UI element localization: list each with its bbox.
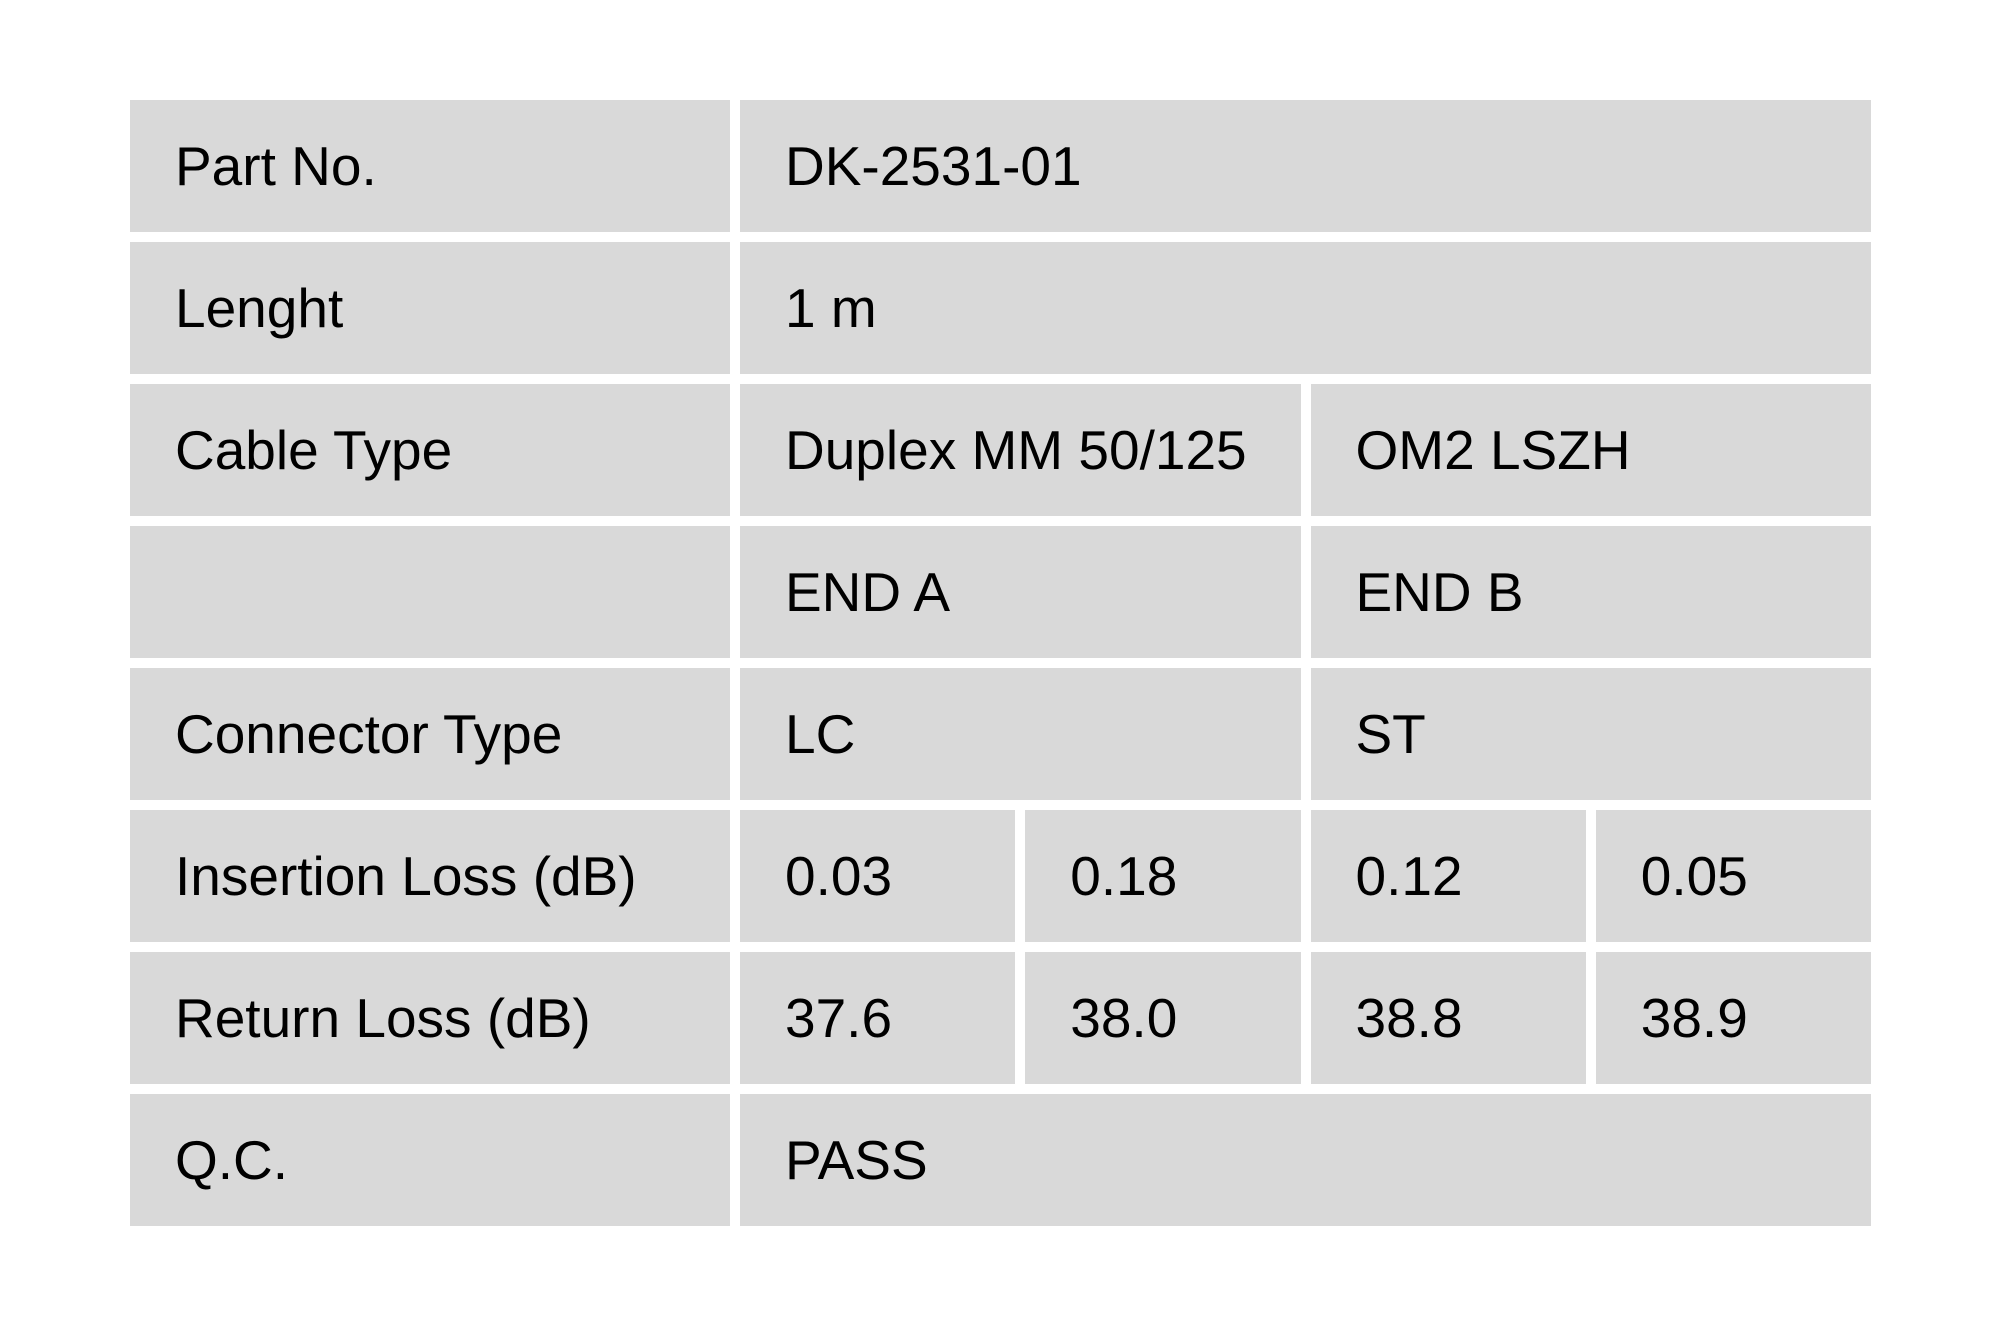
value-cell: 0.05	[1595, 810, 1871, 942]
row-label-cell: Part No.	[130, 100, 730, 232]
row-label-cell: Q.C.	[130, 1094, 730, 1226]
value-cell: END B	[1310, 526, 1871, 658]
value-cell: PASS	[740, 1094, 1871, 1226]
row-label-cell: Connector Type	[130, 668, 730, 800]
value-cell: ST	[1310, 668, 1871, 800]
row-label-cell: Lenght	[130, 242, 730, 374]
value-cell: 0.12	[1310, 810, 1586, 942]
value-cell: OM2 LSZH	[1310, 384, 1871, 516]
value-cell: 0.03	[740, 810, 1016, 942]
value-cell: LC	[740, 668, 1301, 800]
value-cell: 37.6	[740, 952, 1016, 1084]
row-label-cell	[130, 526, 730, 658]
value-cell: 1 m	[740, 242, 1871, 374]
value-cell: Duplex MM 50/125	[740, 384, 1301, 516]
value-cell: END A	[740, 526, 1301, 658]
row-label-cell: Cable Type	[130, 384, 730, 516]
value-cell: DK-2531-01	[740, 100, 1871, 232]
spec-table: Part No. DK-2531-01 Lenght 1 m Cable Type Dup…	[130, 100, 1871, 1226]
value-cell: 38.0	[1025, 952, 1301, 1084]
row-label-cell: Return Loss (dB)	[130, 952, 730, 1084]
value-cell: 38.8	[1310, 952, 1586, 1084]
value-cell: 38.9	[1595, 952, 1871, 1084]
value-cell: 0.18	[1025, 810, 1301, 942]
row-label-cell: Insertion Loss (dB)	[130, 810, 730, 942]
